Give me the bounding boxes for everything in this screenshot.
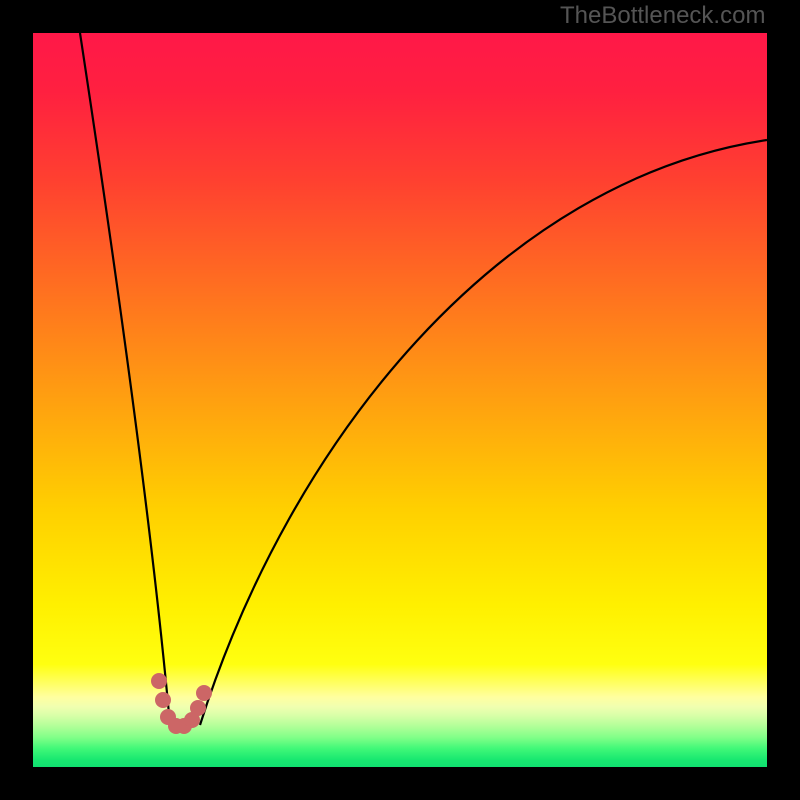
data-marker [155, 692, 171, 708]
data-marker [196, 685, 212, 701]
attribution-text: TheBottleneck.com [560, 2, 765, 30]
data-marker [151, 673, 167, 689]
frame-left [0, 0, 33, 800]
gradient-background [33, 33, 767, 767]
frame-right [767, 0, 800, 800]
frame-bottom [0, 767, 800, 800]
data-marker [190, 700, 206, 716]
bottleneck-chart [0, 0, 800, 800]
